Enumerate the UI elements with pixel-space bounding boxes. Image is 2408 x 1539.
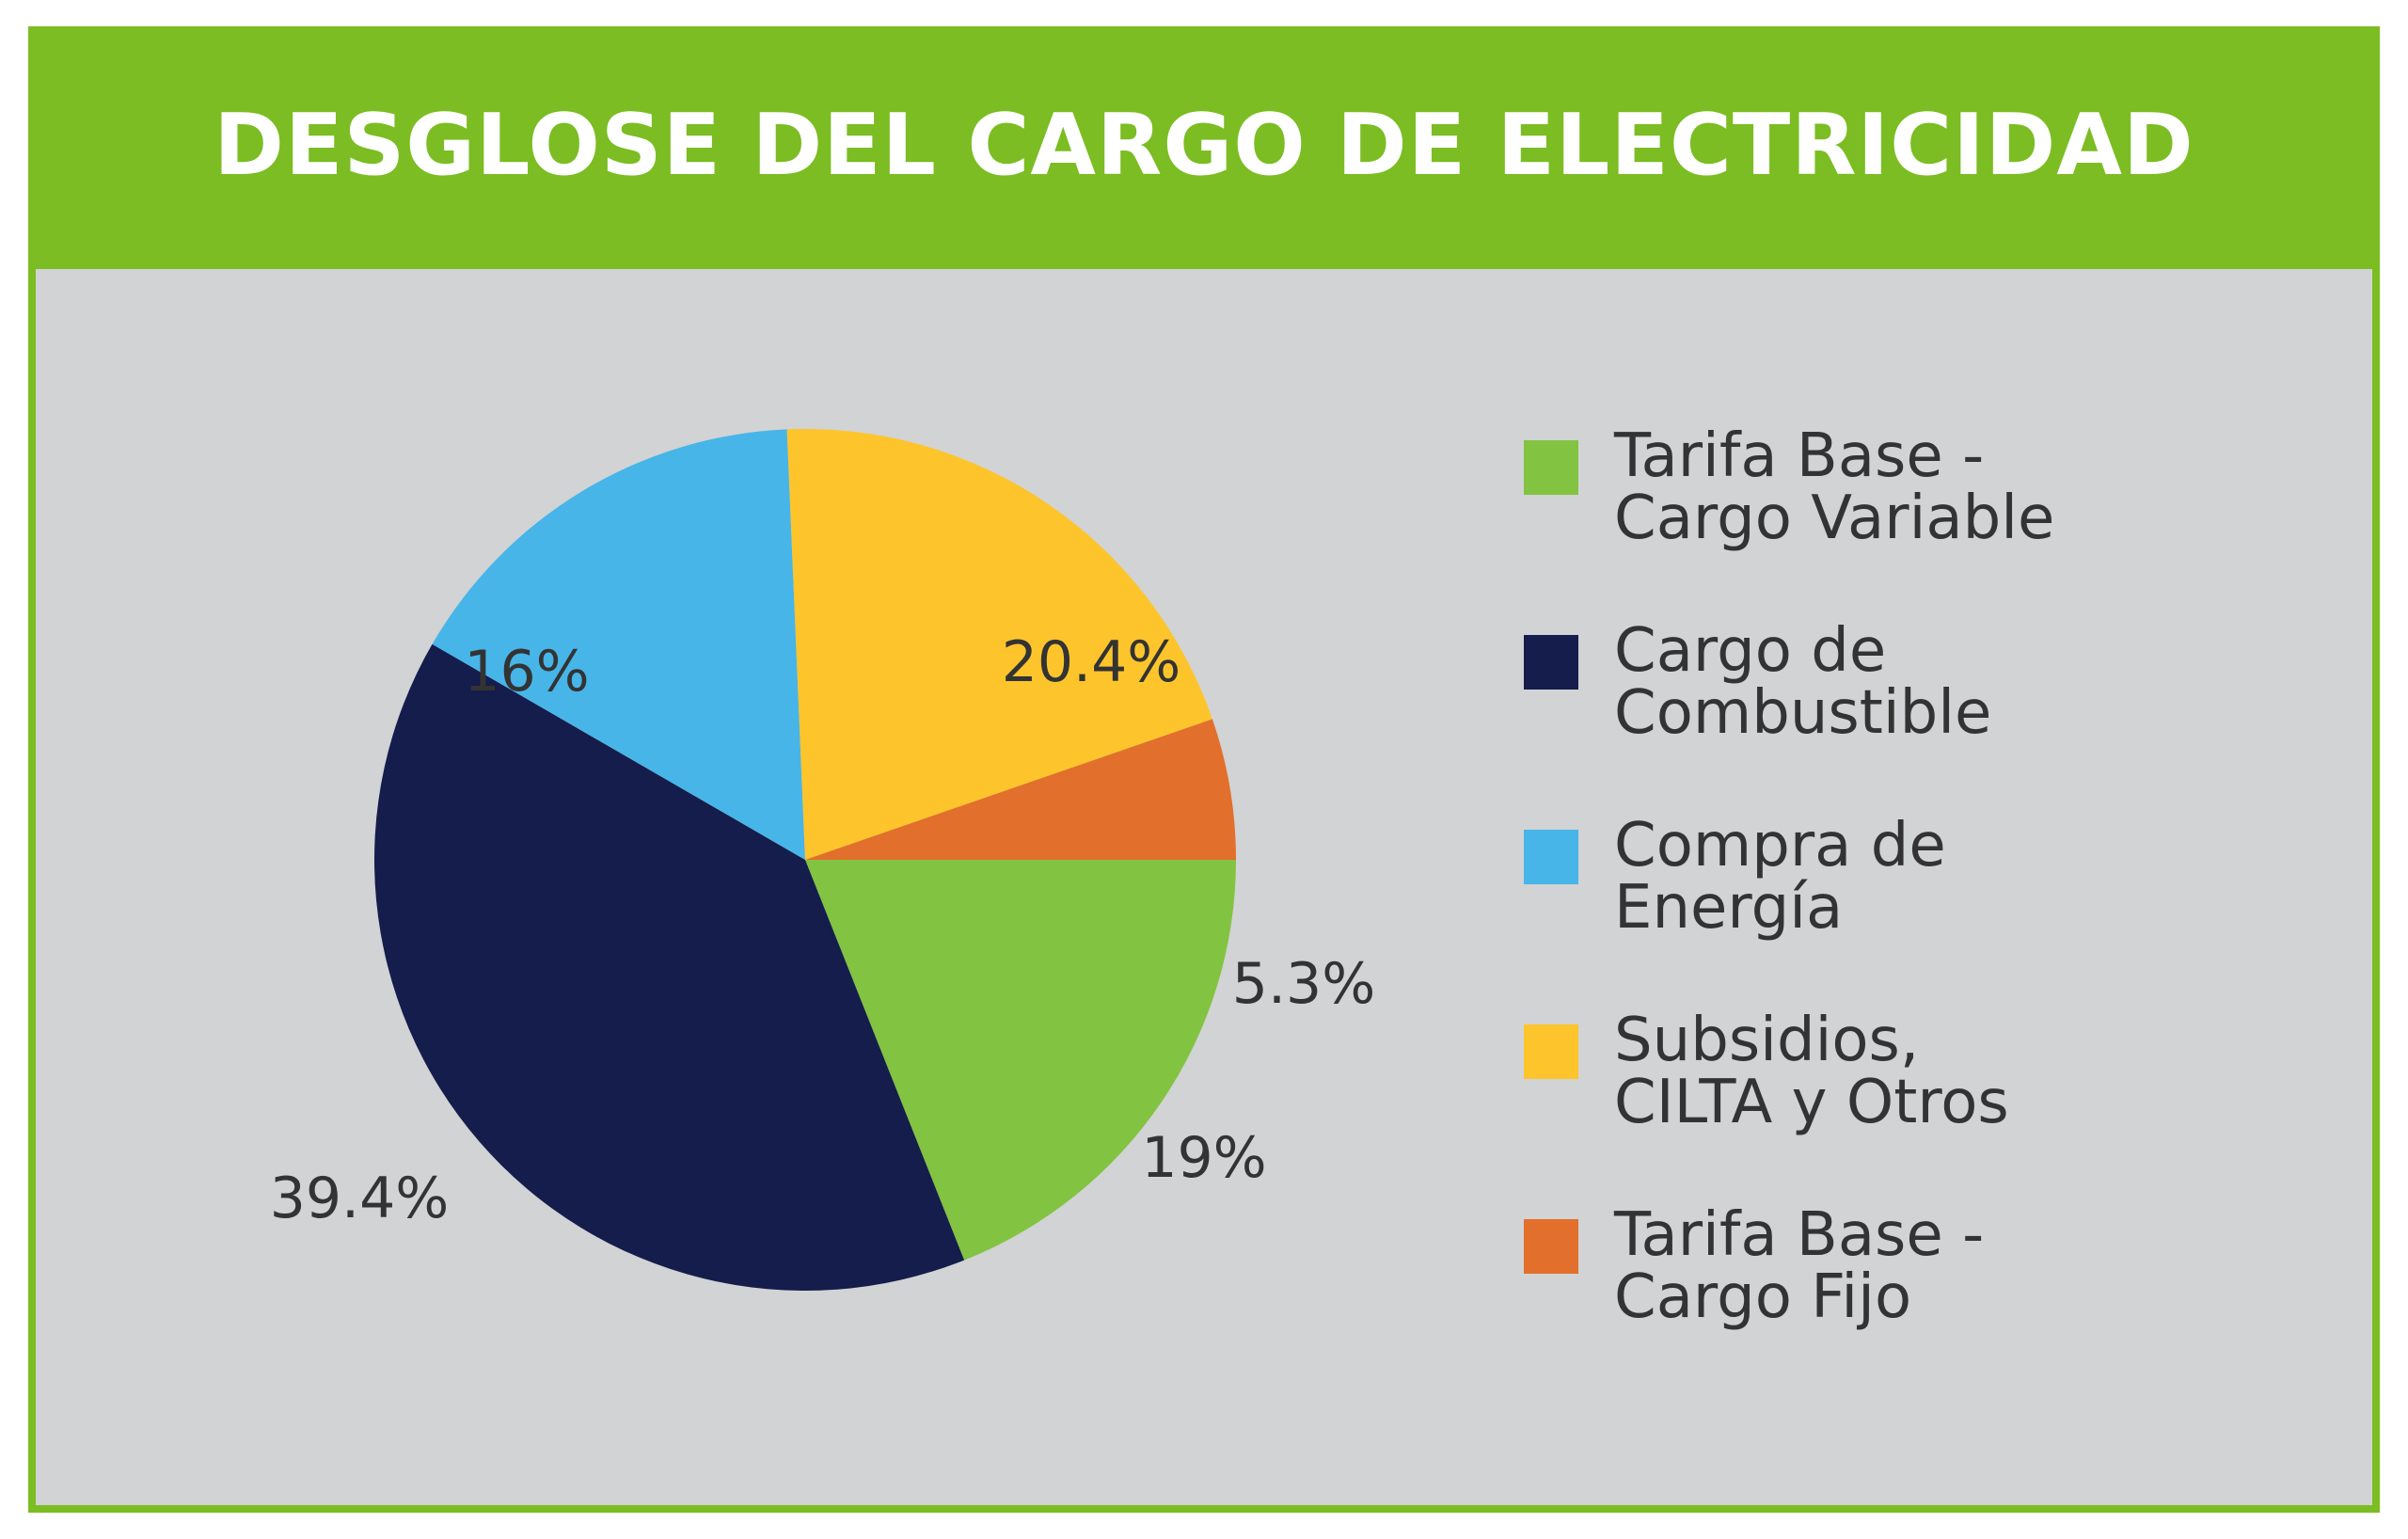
panel-header: DESGLOSE DEL CARGO DE ELECTRICIDAD [28,26,2380,263]
legend-label-line: Combustible [1614,678,1992,748]
legend-label: Tarifa Base - Cargo Fijo [1614,1204,2273,1328]
legend-label-line: Cargo Fijo [1614,1262,1912,1332]
slice-value-label: 20.4% [1002,629,1181,695]
pie-slice-4 [786,428,1212,860]
slice-value-label: 5.3% [1232,951,1375,1017]
legend-item: Tarifa Base - Cargo Variable [1524,425,2295,563]
legend-label-line: Tarifa Base - [1614,1200,1985,1270]
legend-swatch [1524,635,1578,690]
legend-item: Tarifa Base - Cargo Fijo [1524,1204,2295,1341]
legend-swatch [1524,1219,1578,1274]
chart-panel: DESGLOSE DEL CARGO DE ELECTRICIDAD 19% 39… [28,26,2380,1513]
legend-label-line: CILTA y Otros [1614,1068,2009,1137]
legend-label-line: Compra de [1614,811,1946,881]
pie-slice-5 [805,719,1236,860]
pie-chart: 19% 39.4% 16% 20.4% 5.3% [270,428,1375,1292]
legend-label-line: Energía [1614,873,1844,943]
legend-item: Subsidios, CILTA y Otros [1524,1009,2295,1147]
chart-title: DESGLOSE DEL CARGO DE ELECTRICIDAD [214,95,2194,195]
slice-value-label: 16% [464,639,589,705]
chart-body: 19% 39.4% 16% 20.4% 5.3% Tarifa Base - Cargo … [36,269,2372,1505]
legend-label-line: Cargo de [1614,616,1887,686]
legend-item: Cargo de Combustible [1524,620,2295,757]
legend-label: Compra de Energía [1614,815,2273,939]
pie-slice-2 [373,643,965,1292]
slice-value-label: 39.4% [270,1166,450,1231]
pie-slice-3 [432,429,805,860]
legend-swatch [1524,830,1578,884]
legend-swatch [1524,440,1578,495]
legend-label: Cargo de Combustible [1614,620,2273,744]
legend-label-line: Cargo Variable [1614,484,2055,553]
legend-label: Subsidios, CILTA y Otros [1614,1009,2273,1134]
legend-label-line: Subsidios, [1614,1006,1920,1075]
pie-slice-1 [805,860,1236,1261]
legend-label: Tarifa Base - Cargo Variable [1614,425,2273,549]
legend-label-line: Tarifa Base - [1614,421,1985,491]
legend-swatch [1524,1024,1578,1079]
legend-item: Compra de Energía [1524,815,2295,952]
slice-value-label: 19% [1141,1125,1266,1191]
